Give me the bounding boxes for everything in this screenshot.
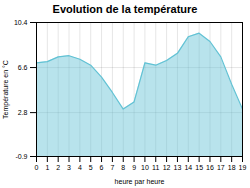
svg-text:2: 2	[56, 164, 60, 171]
svg-text:17: 17	[217, 164, 225, 171]
svg-text:7: 7	[110, 164, 114, 171]
svg-text:4: 4	[78, 164, 82, 171]
svg-text:16: 16	[206, 164, 214, 171]
svg-text:11: 11	[152, 164, 159, 171]
svg-text:heure par heure: heure par heure	[115, 178, 165, 186]
svg-text:13: 13	[174, 164, 182, 171]
svg-text:14: 14	[184, 164, 192, 171]
svg-text:1: 1	[45, 164, 49, 171]
svg-text:6: 6	[100, 164, 104, 171]
svg-text:8: 8	[121, 164, 125, 171]
svg-text:3: 3	[67, 164, 71, 171]
html-text:Evolution de la température: Evolution de la température	[52, 3, 198, 15]
svg-text:6.6: 6.6	[18, 64, 28, 71]
svg-text:19: 19	[239, 164, 247, 171]
svg-text:9: 9	[132, 164, 136, 171]
svg-text:10.4: 10.4	[14, 19, 28, 26]
svg-text:10: 10	[141, 164, 149, 171]
svg-text:-0.9: -0.9	[15, 153, 27, 160]
svg-text:5: 5	[89, 164, 93, 171]
svg-text:15: 15	[195, 164, 203, 171]
svg-text:12: 12	[163, 164, 171, 171]
svg-text:0: 0	[35, 164, 39, 171]
svg-text:18: 18	[228, 164, 236, 171]
svg-text:2.8: 2.8	[18, 109, 28, 116]
svg-text:Température en °C: Température en °C	[2, 60, 10, 119]
